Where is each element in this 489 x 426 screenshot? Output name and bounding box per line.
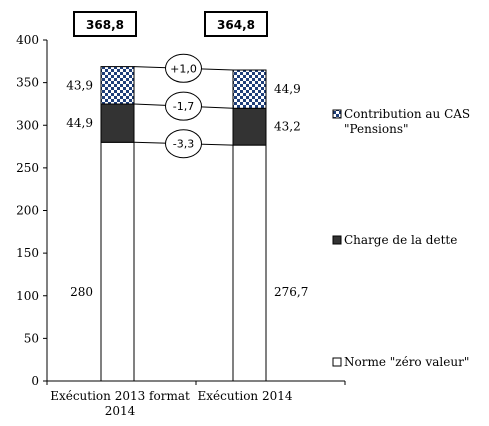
labels: 280 44,9 43,9 368,8 Exécution 2013 format201… xyxy=(50,11,308,418)
bar-segment-1-cat-1 xyxy=(100,141,135,382)
y-tick-label: 0 xyxy=(31,374,39,388)
legend-swatch xyxy=(332,235,342,245)
data-label: 44,9 xyxy=(66,116,93,130)
y-tick-label: 100 xyxy=(16,289,39,303)
difference-label: -3,3 xyxy=(173,138,194,151)
connectors: +1,0 -1,7 -3,3 xyxy=(133,53,234,159)
bar-segment-2-cat-2 xyxy=(232,107,267,146)
bar-segment-3-cat-1 xyxy=(100,66,135,105)
y-tick-label: 150 xyxy=(16,246,39,260)
legend-label: Norme "zéro valeur" xyxy=(344,355,469,369)
y-tick-label: 200 xyxy=(16,204,39,218)
difference-bubble xyxy=(165,91,202,121)
bar-segment-1-cat-2 xyxy=(232,144,267,382)
legend-swatch xyxy=(332,109,342,119)
data-label: 280 xyxy=(70,285,93,299)
axes: 0 50 100 150 200 250 300 350 400 xyxy=(16,33,346,388)
difference-bubble xyxy=(165,129,202,159)
y-tick-label: 50 xyxy=(24,331,39,345)
y-tick-label: 250 xyxy=(16,161,39,175)
data-label: 276,7 xyxy=(274,285,308,299)
legend-swatch xyxy=(332,357,342,367)
category-label: 2014 xyxy=(105,404,136,418)
data-label: 43,9 xyxy=(66,78,93,92)
difference-label: +1,0 xyxy=(170,62,197,75)
bar-segment-2-cat-1 xyxy=(100,103,135,143)
legend-label: "Pensions" xyxy=(344,122,409,136)
total-label: 368,8 xyxy=(86,18,124,32)
category-label: Exécution 2013 format xyxy=(50,389,190,403)
y-tick-label: 300 xyxy=(16,118,39,132)
bar-segment-3-cat-2 xyxy=(232,69,267,109)
data-label: 44,9 xyxy=(274,82,301,96)
total-box xyxy=(73,11,137,37)
legend-label: Contribution au CAS xyxy=(344,107,470,121)
legend: Contribution au CAS"Pensions" Charge de l… xyxy=(332,107,470,369)
total-label: 364,8 xyxy=(217,18,255,32)
legend-label: Charge de la dette xyxy=(344,233,457,247)
total-box xyxy=(204,11,268,37)
y-tick-label: 400 xyxy=(16,33,39,47)
difference-bubble xyxy=(165,53,202,83)
y-tick-label: 350 xyxy=(16,76,39,90)
data-label: 43,2 xyxy=(274,120,301,134)
difference-label: -1,7 xyxy=(173,100,194,113)
bars xyxy=(100,66,267,382)
category-label: Exécution 2014 xyxy=(197,389,292,403)
